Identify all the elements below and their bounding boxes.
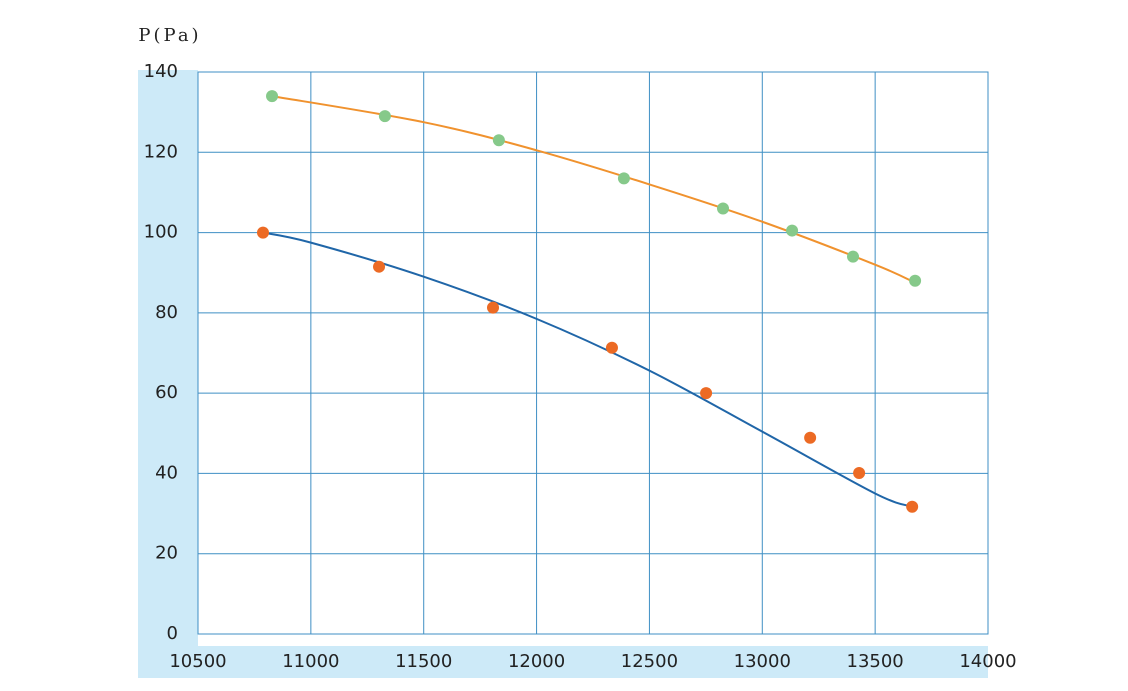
- x-tick-label: 12500: [621, 651, 678, 672]
- data-point: [266, 90, 279, 103]
- x-tick-label: 11500: [395, 651, 452, 672]
- fit-curve: [262, 231, 913, 508]
- data-point: [378, 110, 391, 123]
- data-point: [853, 467, 866, 480]
- x-tick-label: 12000: [508, 651, 565, 672]
- x-tick-label: 11000: [282, 651, 339, 672]
- data-point: [487, 301, 500, 314]
- chart-title: P(Pa): [138, 25, 201, 46]
- data-point: [492, 134, 505, 147]
- data-point: [804, 431, 817, 444]
- x-tick-label: 13500: [847, 651, 904, 672]
- y-tick-label: 100: [144, 222, 178, 243]
- data-point: [786, 224, 799, 237]
- x-tick-label: 10500: [169, 651, 226, 672]
- data-point: [909, 274, 922, 287]
- x-tick-label: 14000: [959, 651, 1016, 672]
- y-tick-label: 0: [167, 623, 178, 644]
- y-tick-label: 60: [155, 382, 178, 403]
- data-point: [700, 387, 713, 400]
- data-point: [605, 341, 618, 354]
- fit-curve: [271, 95, 916, 284]
- data-point: [257, 226, 270, 239]
- y-tick-label: 80: [155, 302, 178, 323]
- data-point: [847, 250, 860, 263]
- y-tick-label: 20: [155, 543, 178, 564]
- data-point: [717, 202, 730, 215]
- x-axis-band: [138, 646, 988, 678]
- y-tick-label: 120: [144, 141, 178, 162]
- plot-frame: [197, 71, 989, 635]
- data-point: [373, 260, 386, 273]
- data-point: [906, 500, 919, 513]
- y-tick-label: 40: [155, 462, 178, 483]
- x-tick-label: 13000: [734, 651, 791, 672]
- data-point: [617, 172, 630, 185]
- y-tick-label: 140: [144, 61, 178, 82]
- y-axis-band: [138, 70, 198, 678]
